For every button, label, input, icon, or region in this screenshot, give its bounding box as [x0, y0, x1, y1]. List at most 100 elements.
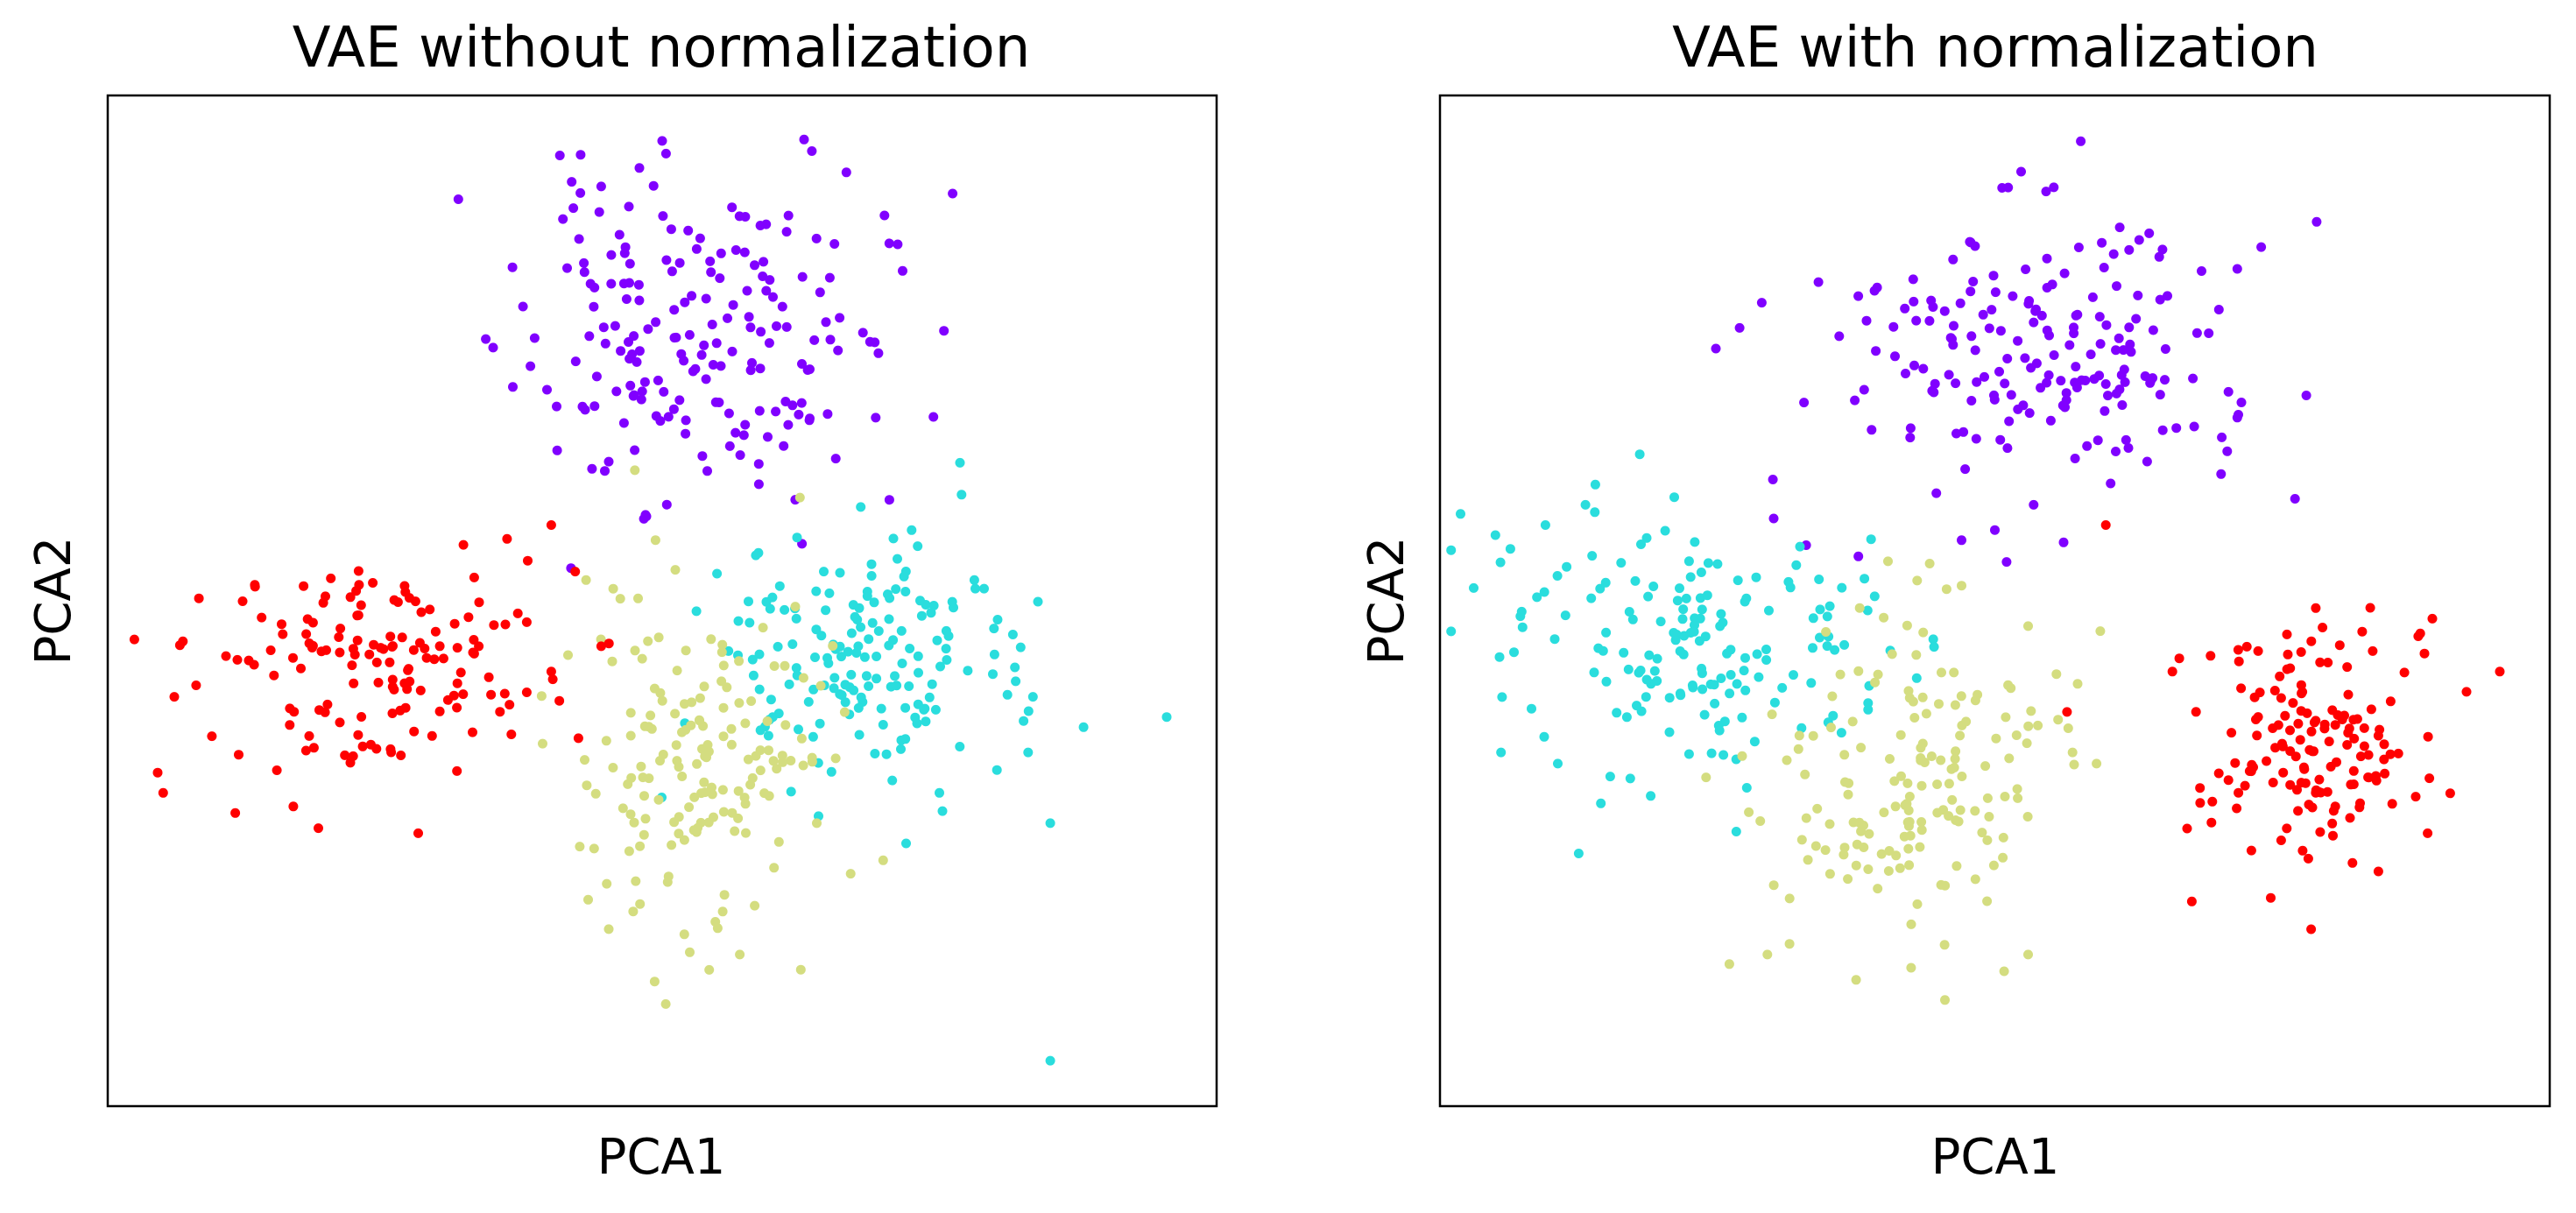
- scatter-point: [2282, 823, 2292, 834]
- scatter-point: [1873, 884, 1883, 894]
- scatter-point: [1785, 582, 1796, 593]
- scatter-point: [2292, 785, 2302, 795]
- scatter-point: [768, 756, 779, 766]
- scatter-point: [2119, 364, 2129, 375]
- scatter-point: [1900, 303, 1910, 314]
- scatter-point: [947, 596, 957, 607]
- scatter-point: [663, 871, 674, 882]
- scatter-point: [314, 823, 323, 834]
- scatter-point: [810, 652, 820, 662]
- scatter-point: [2230, 758, 2241, 768]
- scatter-point: [1941, 584, 1951, 595]
- scatter-point: [1733, 575, 1743, 586]
- scatter-point: [587, 463, 597, 474]
- scatter-point: [2042, 377, 2052, 388]
- scatter-point: [970, 583, 980, 594]
- scatter-point: [691, 606, 702, 617]
- scatter-point: [1909, 360, 1919, 370]
- scatter-point: [628, 906, 639, 917]
- scatter-point: [653, 794, 664, 805]
- scatter-point: [2174, 653, 2184, 664]
- scatter-point: [2290, 494, 2300, 504]
- scatter-point: [1911, 673, 1922, 683]
- scatter-point: [913, 651, 923, 661]
- scatter-point: [1853, 291, 1864, 301]
- scatter-point: [753, 479, 764, 490]
- subplot-right: VAE with normalization PCA1 PCA2: [1359, 16, 2551, 1186]
- scatter-point: [718, 702, 729, 713]
- scatter-point: [353, 730, 363, 740]
- scatter-point: [864, 634, 874, 645]
- scatter-point: [589, 843, 599, 854]
- scatter-point: [811, 233, 822, 243]
- scatter-point: [347, 660, 357, 671]
- scatter-point: [1641, 674, 1652, 685]
- scatter-point: [625, 730, 636, 741]
- scatter-point: [2073, 243, 2084, 252]
- scatter-point: [677, 727, 687, 737]
- scatter-point: [648, 180, 659, 191]
- scatter-point: [1808, 643, 1817, 653]
- scatter-point: [1552, 571, 1563, 581]
- scatter-point: [901, 838, 911, 849]
- scatter-point: [797, 359, 807, 369]
- scatter-point: [2155, 294, 2165, 305]
- scatter-point: [2069, 328, 2079, 339]
- scatter-point: [885, 593, 895, 603]
- scatter-point: [2363, 772, 2374, 783]
- scatter-point: [1956, 691, 1966, 702]
- scatter-point: [833, 345, 843, 356]
- scatter-point: [1824, 601, 1835, 611]
- scatter-point: [408, 645, 419, 655]
- scatter-point: [948, 188, 958, 199]
- scatter-point: [1909, 296, 1919, 307]
- scatter-point: [191, 681, 201, 690]
- scatter-point: [2071, 383, 2082, 392]
- scatter-point: [2424, 773, 2435, 784]
- scatter-point: [669, 333, 680, 343]
- scatter-point: [794, 724, 803, 735]
- scatter-point: [2191, 707, 2201, 717]
- scatter-point: [1836, 728, 1846, 738]
- scatter-point: [1847, 716, 1858, 727]
- scatter-point: [636, 394, 646, 405]
- scatter-point: [2020, 353, 2030, 363]
- scatter-point: [772, 321, 781, 331]
- scatter-point: [1814, 575, 1824, 584]
- scatter-point: [754, 684, 765, 695]
- scatter-point: [692, 758, 702, 769]
- scatter-point: [807, 146, 817, 156]
- scatter-point: [1517, 622, 1528, 632]
- scatter-point: [643, 636, 653, 646]
- scatter-point: [2003, 182, 2014, 193]
- scatter-point: [893, 554, 902, 564]
- scatter-point: [786, 786, 796, 797]
- scatter-point: [2022, 738, 2032, 749]
- scatter-point: [1903, 843, 1914, 854]
- scatter-point: [1697, 604, 1707, 615]
- scatter-point: [288, 652, 298, 663]
- scatter-point: [2315, 827, 2325, 837]
- scatter-point: [733, 786, 744, 796]
- scatter-point: [2186, 896, 2197, 906]
- scatter-point: [2380, 768, 2390, 779]
- scatter-point: [754, 406, 765, 416]
- scatter-point: [2359, 741, 2369, 751]
- plot-frame: [1438, 94, 2551, 1108]
- scatter-point: [734, 698, 745, 709]
- scatter-point: [1019, 716, 1029, 726]
- scatter-point: [1777, 682, 1788, 693]
- scatter-point: [955, 742, 965, 751]
- scatter-point: [791, 663, 801, 673]
- scatter-point: [1950, 700, 1960, 710]
- scatter-point: [619, 248, 630, 258]
- scatter-point: [1737, 751, 1747, 761]
- scatter-point: [2008, 291, 2018, 301]
- scatter-point: [755, 745, 766, 756]
- scatter-point: [750, 260, 759, 271]
- scatter-point: [335, 717, 345, 728]
- scatter-point: [2018, 400, 2029, 411]
- scatter-point: [1446, 545, 1457, 555]
- scatter-point: [884, 238, 894, 249]
- scatter-point: [935, 787, 944, 798]
